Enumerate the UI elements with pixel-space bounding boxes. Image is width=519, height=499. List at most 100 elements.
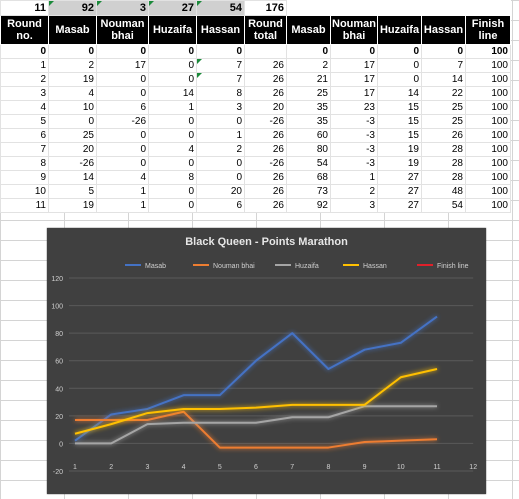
table-cell[interactable]: -26 [244, 114, 287, 129]
table-cell[interactable]: 8 [0, 156, 49, 171]
table-cell[interactable]: 80 [286, 142, 331, 157]
table-cell[interactable]: 17 [96, 58, 149, 73]
table-cell[interactable]: 2 [196, 142, 245, 157]
empty-cell[interactable] [330, 0, 378, 16]
table-cell[interactable]: 35 [286, 100, 331, 115]
table-cell[interactable]: 10 [48, 100, 97, 115]
column-header[interactable]: Masab [286, 15, 331, 45]
table-cell[interactable]: 2 [48, 58, 97, 73]
table-cell[interactable]: -3 [330, 128, 378, 143]
table-cell[interactable]: 2 [286, 58, 331, 73]
table-cell[interactable]: 35 [286, 114, 331, 129]
table-cell[interactable]: 19 [377, 156, 422, 171]
table-cell[interactable]: 73 [286, 184, 331, 199]
table-cell[interactable]: 28 [421, 170, 466, 185]
table-cell[interactable]: 0 [196, 156, 245, 171]
table-cell[interactable]: 17 [330, 72, 378, 87]
table-cell[interactable]: 17 [330, 58, 378, 73]
table-cell[interactable]: 0 [48, 114, 97, 129]
table-cell[interactable]: 0 [96, 44, 149, 59]
table-cell[interactable]: 0 [196, 114, 245, 129]
table-cell[interactable]: 15 [377, 128, 422, 143]
summary-cell[interactable]: 92 [48, 0, 97, 16]
table-cell[interactable]: 0 [96, 72, 149, 87]
table-cell[interactable]: 15 [377, 100, 422, 115]
table-cell[interactable]: 17 [330, 86, 378, 101]
table-cell[interactable]: 0 [330, 44, 378, 59]
table-cell[interactable]: 27 [377, 198, 422, 213]
table-cell[interactable]: 26 [244, 198, 287, 213]
table-cell[interactable]: 7 [0, 142, 49, 157]
table-cell[interactable]: 26 [244, 142, 287, 157]
table-cell[interactable]: 1 [148, 100, 197, 115]
table-cell[interactable]: 100 [465, 72, 511, 87]
table-cell[interactable]: 7 [196, 58, 245, 73]
table-cell[interactable]: 4 [96, 170, 149, 185]
table-cell[interactable]: 0 [421, 44, 466, 59]
column-header[interactable]: Nouman bhai [330, 15, 378, 45]
table-cell[interactable]: -3 [330, 156, 378, 171]
table-cell[interactable]: 7 [421, 58, 466, 73]
table-cell[interactable]: 92 [286, 198, 331, 213]
table-cell[interactable]: 100 [465, 58, 511, 73]
summary-cell[interactable]: 3 [96, 0, 149, 16]
table-cell[interactable]: 0 [377, 58, 422, 73]
table-cell[interactable]: 14 [148, 86, 197, 101]
table-cell[interactable]: 19 [377, 142, 422, 157]
table-cell[interactable]: 28 [421, 142, 466, 157]
spreadsheet-table[interactable]: 11 92 3 27 54 176 Round no. Masab Nouman bhai Huz… [0, 0, 511, 213]
table-cell[interactable]: 23 [330, 100, 378, 115]
table-cell[interactable]: 60 [286, 128, 331, 143]
table-cell[interactable]: 0 [96, 128, 149, 143]
table-cell[interactable]: 21 [286, 72, 331, 87]
column-header[interactable]: Finish line [465, 15, 511, 45]
table-cell[interactable]: 54 [286, 156, 331, 171]
table-cell[interactable]: 54 [421, 198, 466, 213]
table-cell[interactable]: 1 [196, 128, 245, 143]
table-cell[interactable]: 0 [286, 44, 331, 59]
table-cell[interactable]: 2 [0, 72, 49, 87]
column-header[interactable]: Huzaifa [377, 15, 422, 45]
table-cell[interactable]: 100 [465, 44, 511, 59]
table-cell[interactable]: 1 [96, 184, 149, 199]
column-header[interactable]: Masab [48, 15, 97, 45]
table-cell[interactable]: -26 [244, 156, 287, 171]
summary-cell[interactable]: 27 [148, 0, 197, 16]
table-cell[interactable]: 7 [196, 72, 245, 87]
table-cell[interactable]: 0 [377, 72, 422, 87]
table-cell[interactable]: 0 [148, 72, 197, 87]
table-cell[interactable]: 26 [244, 184, 287, 199]
column-header[interactable]: Nouman bhai [96, 15, 149, 45]
table-cell[interactable]: 100 [465, 184, 511, 199]
table-cell[interactable]: 48 [421, 184, 466, 199]
table-cell[interactable]: 0 [196, 170, 245, 185]
table-cell[interactable]: 100 [465, 86, 511, 101]
table-cell[interactable]: 1 [330, 170, 378, 185]
table-cell[interactable]: 20 [196, 184, 245, 199]
column-header[interactable]: Huzaifa [148, 15, 197, 45]
table-cell[interactable]: 0 [96, 86, 149, 101]
table-cell[interactable]: 100 [465, 142, 511, 157]
table-cell[interactable]: 11 [0, 198, 49, 213]
table-cell[interactable]: 27 [377, 184, 422, 199]
summary-cell[interactable]: 54 [196, 0, 245, 16]
table-cell[interactable]: 9 [0, 170, 49, 185]
table-cell[interactable]: 25 [286, 86, 331, 101]
table-cell[interactable]: 10 [0, 184, 49, 199]
table-cell[interactable]: 1 [0, 58, 49, 73]
table-cell[interactable]: 4 [148, 142, 197, 157]
table-cell[interactable]: 100 [465, 128, 511, 143]
table-cell[interactable]: 14 [48, 170, 97, 185]
table-cell[interactable]: -3 [330, 114, 378, 129]
table-cell[interactable]: 0 [148, 114, 197, 129]
table-cell[interactable]: 5 [48, 184, 97, 199]
table-cell[interactable]: 100 [465, 100, 511, 115]
chart-area[interactable]: Black Queen - Points Marathon -20 0 20 40 60… [47, 228, 486, 494]
table-cell[interactable]: 25 [421, 100, 466, 115]
table-cell[interactable]: 0 [148, 44, 197, 59]
table-cell[interactable]: 0 [96, 156, 149, 171]
summary-cell[interactable]: 11 [0, 0, 49, 16]
table-cell[interactable]: 15 [377, 114, 422, 129]
table-cell[interactable]: 22 [421, 86, 466, 101]
table-cell[interactable]: -3 [330, 142, 378, 157]
